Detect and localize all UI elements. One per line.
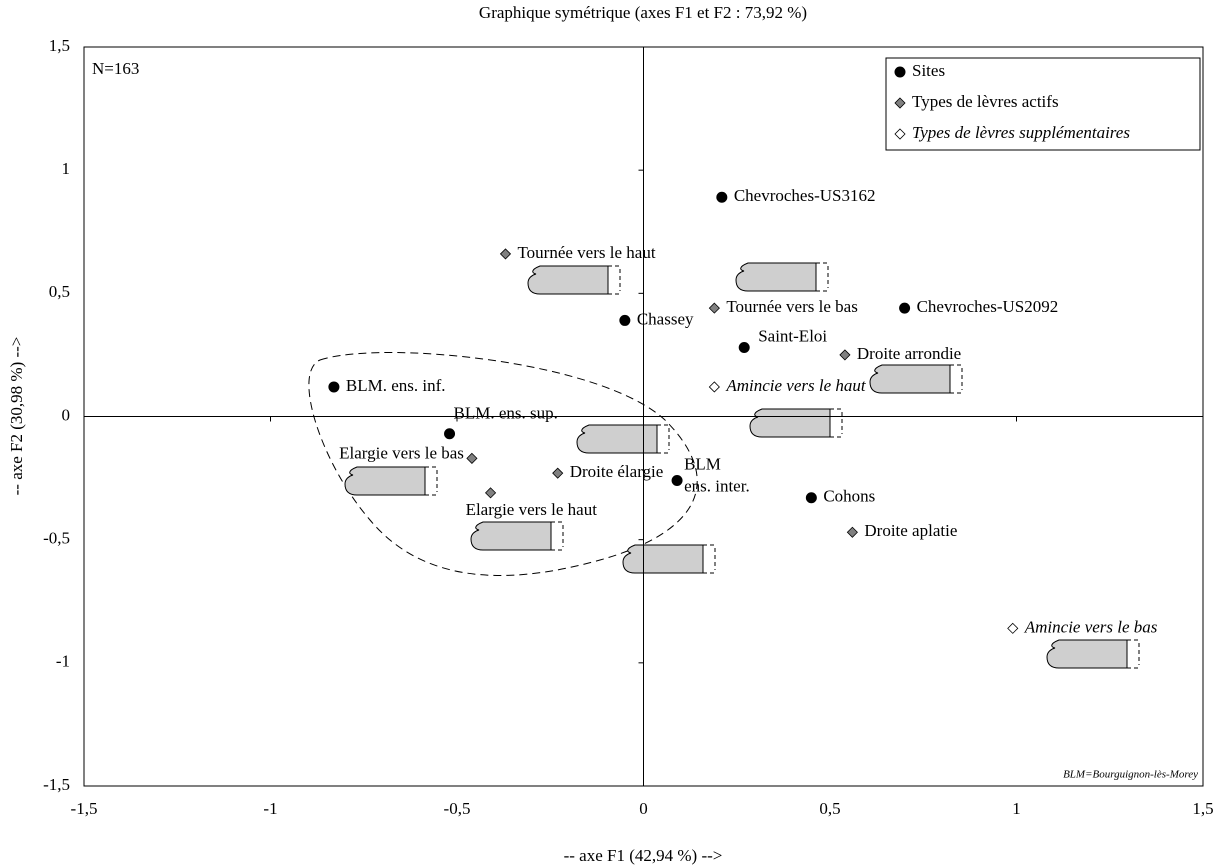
x-tick-label: 0,5 [819,799,840,818]
point-label: Elargie vers le haut [466,500,598,519]
y-tick-label: 1 [62,159,71,178]
point [466,452,478,464]
point [328,381,340,393]
legend-label: Sites [912,61,945,80]
point-label: Chevroches-US3162 [734,186,876,205]
lip-profiles [344,262,1140,669]
point-label: BLM. ens. inf. [346,376,446,395]
y-axis-title: -- axe F2 (30,98 %) --> [7,337,26,496]
legend-label: Types de lèvres supplémentaires [912,123,1130,142]
point [708,302,720,314]
point-label: Tournée vers le bas [726,297,857,316]
point [716,191,728,203]
point-label: Elargie vers le bas [339,443,464,462]
point-label: Amincie vers le bas [1024,617,1158,636]
point-label: Cohons [823,487,875,506]
point-label: Droite élargie [570,462,664,481]
x-tick-label: 1 [1012,799,1021,818]
point [1007,622,1019,634]
x-tick-label: 0 [639,799,648,818]
point [552,467,564,479]
point [899,302,911,314]
point-label: BLM ens. inter. [684,454,750,495]
x-axis-title: -- axe F1 (42,94 %) --> [564,846,723,865]
legend-marker [894,66,906,78]
x-tick-label: -1 [263,799,277,818]
annotation: BLM=Bourguignon-lès-Morey [1063,769,1198,781]
point [485,487,497,499]
y-tick-label: -1,5 [43,775,70,794]
point-label-line: BLM [684,454,721,473]
point-label: Tournée vers le haut [517,243,655,262]
point-label: Amincie vers le haut [725,376,867,395]
point [738,342,750,354]
y-tick-label: -0,5 [43,529,70,548]
point [444,428,456,440]
x-tick-label: -1,5 [71,799,98,818]
point-label: Chevroches-US2092 [917,297,1059,316]
point-label-line: ens. inter. [684,476,750,495]
point [805,492,817,504]
point [499,248,512,260]
legend-label: Types de lèvres actifs [912,92,1059,111]
point-label: Chassey [637,309,694,328]
y-tick-label: 0 [62,405,71,424]
y-tick-label: 0,5 [49,282,70,301]
y-tick-label: 1,5 [49,36,70,55]
legend-marker [894,128,906,140]
point [839,349,851,361]
point-label: Droite arrondie [857,344,961,363]
legend [885,57,1201,151]
point [671,475,683,487]
chart-title: Graphique symétrique (axes F1 et F2 : 73… [479,3,807,22]
point-label: BLM. ens. sup. [454,404,558,423]
x-tick-label: 1,5 [1192,799,1213,818]
legend-marker [894,97,906,109]
annotation: N=163 [92,59,139,78]
point-label: Droite aplatie [864,521,957,540]
group-ellipse [308,352,698,576]
point [708,381,720,393]
x-tick-label: -0,5 [444,799,471,818]
y-tick-label: -1 [56,652,70,671]
point [619,314,631,326]
point [846,526,858,538]
point-label: Saint-Eloi [758,326,827,345]
